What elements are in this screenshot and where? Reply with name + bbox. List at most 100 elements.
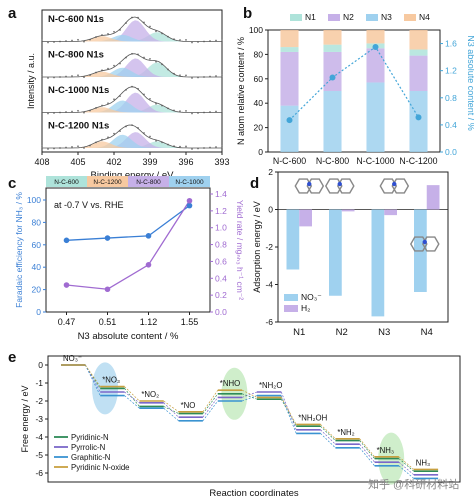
bar-h2 — [384, 209, 397, 216]
yield-point — [63, 282, 70, 288]
xps-raw-point — [179, 74, 181, 77]
xps-component-peak — [42, 134, 222, 148]
energy-connector — [202, 393, 219, 414]
structure-ring — [336, 178, 355, 194]
y-axis-label: Free energy / eV — [20, 385, 30, 452]
y-axis-label: Faradaic efficiency for NH₃ / % — [14, 192, 24, 308]
xps-raw-point — [113, 64, 115, 67]
y-tick-label: -6 — [35, 468, 43, 478]
y-tick-label: 0 — [258, 147, 263, 157]
xps-series-label: N-C-1200 N1s — [48, 121, 109, 132]
adsorption-panel: 2 0 -2 -4 -6 Adsorption energy / eV N1 N2 N3 N4 NO… — [252, 167, 449, 338]
xps-raw-point — [47, 148, 49, 150]
faradaic-panel: N-C-600 N-C-1200 N-C-800 N-C-1000 0 20 40 60 80 1… — [14, 176, 245, 342]
n3-point — [372, 43, 379, 50]
y-tick-label: 100 — [27, 195, 41, 205]
x-axis-label: Reaction coordinates — [209, 488, 298, 499]
structure-ring — [421, 236, 440, 252]
xps-component-peak — [42, 100, 222, 113]
xps-raw-point — [71, 110, 73, 113]
legend-label: N2 — [343, 12, 354, 22]
bar-no3 — [371, 209, 385, 317]
sample-label-strip — [128, 176, 169, 187]
legend-label: Pyridinic-N — [71, 433, 109, 442]
sample-label-strip — [46, 176, 87, 187]
energy-connector — [241, 391, 258, 398]
xps-raw-point — [179, 145, 181, 148]
panel-label-a: a — [8, 5, 17, 22]
energy-connector — [320, 433, 336, 449]
legend-label: H₂ — [301, 303, 310, 313]
bar-h2 — [299, 209, 312, 227]
xps-envelope — [42, 86, 222, 113]
intermediate-label: NH₃ — [416, 458, 430, 467]
y2-axis-label: Yield rate / mgₙₕ₃ h⁻¹ cm⁻² — [235, 200, 245, 300]
y-tick-label: -2 — [35, 396, 43, 406]
y-tick-label: 0 — [38, 360, 43, 370]
legend-label: Graphitic-N — [71, 453, 110, 462]
intermediate-label: *NH₂OH — [298, 413, 327, 422]
energy-connector — [241, 393, 258, 400]
energy-connector — [163, 400, 179, 413]
xps-raw-point — [113, 30, 115, 33]
energy-connector — [124, 391, 140, 404]
xps-raw-point — [77, 38, 79, 41]
legend-swatch — [284, 294, 298, 301]
legend-swatch — [328, 14, 340, 21]
y-axis-label: N atom relative content / % — [236, 37, 246, 145]
x-axis-label: N3 absolute content / % — [78, 331, 179, 342]
plot-frame — [267, 29, 441, 153]
xps-raw-point — [77, 109, 79, 112]
y2-tick-label: 0.0 — [445, 147, 457, 157]
xps-raw-point — [47, 41, 49, 44]
bar-segment-n4 — [366, 30, 385, 44]
legend-swatch — [366, 14, 378, 21]
xps-raw-point — [179, 39, 181, 41]
intermediate-label: *NO₂ — [141, 390, 159, 399]
xps-component-peak — [42, 92, 222, 113]
y2-axis-label: N3 absolute content / % — [466, 35, 474, 131]
intermediate-label: NO₃⁻ — [63, 354, 82, 363]
xps-raw-point — [83, 147, 85, 149]
intermediate-label: *NH₂O — [259, 381, 282, 390]
legend-label: NO₃⁻ — [301, 292, 322, 302]
x-tick-label: 402 — [106, 157, 121, 167]
y-tick-label: 20 — [32, 285, 42, 295]
y2-tick-label: 0.4 — [215, 273, 227, 283]
nitrogen-atom — [337, 181, 342, 187]
watermark: 知乎 @科研材料站 — [368, 477, 459, 491]
x-tick-label: N-C-600 — [273, 156, 306, 166]
y-tick-label: -1 — [35, 378, 43, 388]
energy-connector — [359, 443, 375, 463]
panel-label-c: c — [8, 175, 16, 192]
structure-ring — [379, 178, 398, 194]
legend-swatch — [284, 305, 298, 312]
legend-swatch — [404, 14, 416, 21]
energy-connector — [202, 390, 219, 412]
y-tick-label: 60 — [32, 240, 42, 250]
xps-raw-point — [191, 77, 193, 79]
bar-segment-n2 — [323, 51, 342, 91]
xps-raw-point — [185, 39, 187, 41]
xps-raw-point — [149, 97, 151, 100]
y2-tick-label: 0.0 — [215, 307, 227, 317]
xps-raw-point — [185, 145, 187, 148]
xps-raw-point — [215, 110, 217, 113]
sample-label-strip — [87, 176, 128, 187]
xps-raw-point — [191, 148, 193, 150]
fe-point — [186, 202, 193, 209]
y2-tick-label: 0.2 — [215, 290, 227, 300]
xps-raw-point — [191, 41, 193, 44]
y2-tick-label: 1.4 — [215, 189, 227, 199]
xps-series-label: N-C-1000 N1s — [48, 85, 109, 96]
xps-envelope — [42, 53, 222, 78]
y-tick-label: 100 — [249, 25, 263, 35]
bar-h2 — [341, 209, 355, 212]
fe-point — [63, 237, 70, 244]
legend-label: N1 — [305, 12, 316, 22]
panel-label-b: b — [243, 5, 252, 22]
bar-segment-n4 — [280, 30, 299, 48]
nitrogen-atom — [422, 239, 427, 245]
energy-connector — [202, 397, 219, 418]
